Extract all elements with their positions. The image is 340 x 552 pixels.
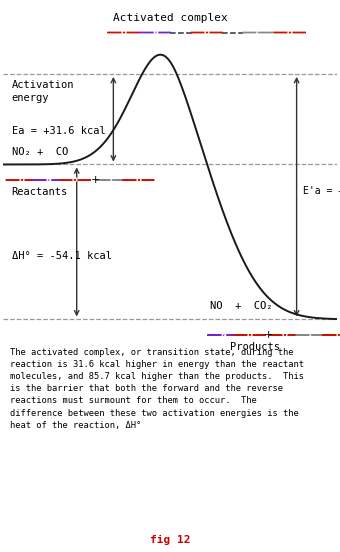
Text: E'a = +85.7 kcal: E'a = +85.7 kcal	[303, 186, 340, 196]
Text: O: O	[204, 29, 210, 35]
Text: O: O	[282, 332, 288, 338]
Text: N: N	[152, 29, 158, 35]
Text: N: N	[46, 177, 51, 183]
Text: +: +	[264, 330, 273, 340]
Text: C: C	[256, 29, 261, 35]
Text: Activation
energy: Activation energy	[12, 79, 74, 103]
Text: C: C	[309, 332, 314, 338]
Text: Products: Products	[230, 342, 280, 352]
Text: O: O	[135, 177, 141, 183]
Text: +: +	[90, 175, 100, 185]
Text: ΔH° = -54.1 kcal: ΔH° = -54.1 kcal	[12, 251, 112, 261]
Text: NO  +  CO₂: NO + CO₂	[210, 301, 272, 311]
Text: Ea = +31.6 kcal: Ea = +31.6 kcal	[12, 126, 105, 136]
Text: O: O	[247, 332, 253, 338]
Text: fig 12: fig 12	[150, 535, 190, 545]
Text: C: C	[109, 177, 114, 183]
Text: Reactants: Reactants	[12, 187, 68, 197]
Text: O: O	[72, 177, 78, 183]
Text: N: N	[220, 332, 226, 338]
Text: NO₂ +  CO: NO₂ + CO	[12, 147, 68, 157]
Text: O: O	[19, 177, 25, 183]
Text: O: O	[120, 29, 126, 35]
Text: The activated complex, or transition state, during the
reaction is 31.6 kcal hig: The activated complex, or transition sta…	[10, 348, 304, 429]
Text: O: O	[287, 29, 293, 35]
Text: O: O	[335, 332, 340, 338]
Text: Activated complex: Activated complex	[113, 13, 227, 23]
